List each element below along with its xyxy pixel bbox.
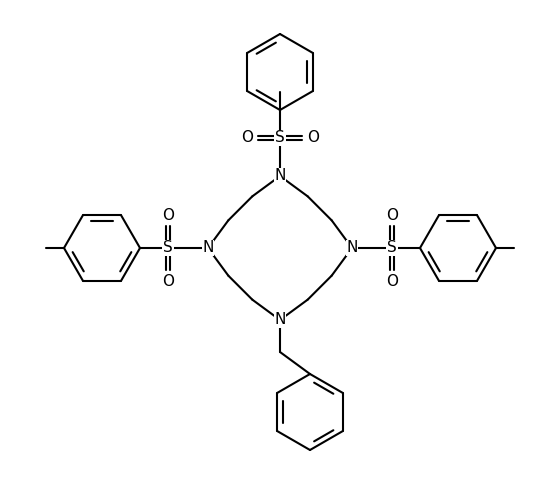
Text: N: N: [347, 240, 358, 255]
Text: N: N: [202, 240, 214, 255]
Text: O: O: [386, 207, 398, 223]
Text: S: S: [275, 131, 285, 145]
Text: S: S: [163, 240, 173, 255]
Text: O: O: [307, 131, 319, 145]
Text: O: O: [386, 274, 398, 288]
Text: N: N: [274, 168, 286, 183]
Text: O: O: [162, 274, 174, 288]
Text: N: N: [274, 312, 286, 327]
Text: O: O: [162, 207, 174, 223]
Text: O: O: [241, 131, 253, 145]
Text: S: S: [387, 240, 397, 255]
